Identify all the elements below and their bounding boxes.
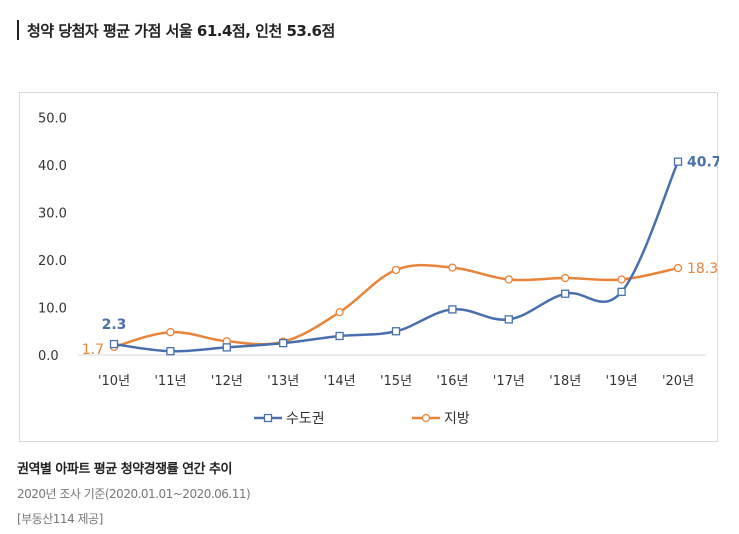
legend-label: 지방 — [444, 411, 470, 427]
data-point-capital — [222, 343, 231, 352]
data-point-capital — [166, 347, 175, 356]
data-point-regional — [561, 273, 570, 283]
y-tick-label: 40.0 — [38, 159, 67, 174]
headline-text: 청약 당첨자 평균 가점 서울 61.4점, 인천 53.6점 — [27, 21, 335, 40]
data-point-regional — [448, 263, 457, 272]
x-tick-label: '12년 — [211, 374, 243, 389]
data-point-regional — [335, 308, 344, 317]
data-label: 40.7 — [687, 155, 719, 171]
data-label: 18.3 — [687, 261, 718, 277]
data-point-capital — [109, 339, 119, 349]
x-tick-label: '14년 — [324, 374, 356, 389]
x-tick-label: '15년 — [380, 374, 412, 389]
y-tick-label: 20.0 — [38, 254, 67, 269]
data-point-capital — [617, 287, 626, 296]
data-point-capital — [561, 289, 570, 298]
caption-period: 2020년 조사 기준(2020.01.01~2020.06.11) — [17, 487, 251, 501]
data-point-capital — [279, 338, 288, 348]
y-tick-label: 10.0 — [38, 302, 67, 317]
data-label: 2.3 — [102, 317, 127, 333]
chart-container: 0.0 10.0 20.0 30.0 40.0 50.0 '10년 '11년 '12년 '13년 '… — [19, 92, 719, 442]
x-tick-label: '20년 — [662, 374, 694, 389]
data-point-capital — [673, 157, 683, 166]
caption-title: 권역별 아파트 평균 청약경쟁률 연간 추이 — [17, 462, 232, 477]
x-tick-label: '18년 — [549, 374, 581, 389]
x-tick-label: '19년 — [606, 374, 638, 389]
headline: 청약 당첨자 평균 가점 서울 61.4점, 인천 53.6점 — [17, 19, 335, 41]
data-point-capital — [504, 315, 513, 324]
data-point-regional — [673, 263, 683, 273]
line-chart: 0.0 10.0 20.0 30.0 40.0 50.0 '10년 '11년 '12년 '13년 '… — [38, 112, 719, 428]
x-tick-label: '11년 — [154, 374, 186, 389]
y-tick-label: 50.0 — [38, 112, 67, 127]
x-tick-label: '17년 — [493, 374, 525, 389]
data-point-capital — [391, 327, 401, 336]
legend-marker — [421, 413, 431, 423]
legend-marker — [263, 413, 273, 423]
x-tick-label: '10년 — [98, 374, 130, 389]
data-point-regional — [166, 328, 175, 337]
data-label: 1.7 — [82, 342, 104, 358]
data-point-capital — [335, 331, 344, 341]
caption: 권역별 아파트 평균 청약경쟁률 연간 추이 2020년 조사 기준(2020.… — [17, 458, 251, 527]
caption-source: [부동산114 제공] — [17, 512, 103, 526]
legend-label: 수도권 — [286, 411, 325, 427]
data-point-regional — [617, 275, 626, 284]
series-line-capital — [113, 161, 680, 353]
data-point-capital — [448, 305, 457, 314]
data-point-regional — [504, 275, 513, 284]
y-tick-label: 30.0 — [38, 207, 67, 222]
x-tick-label: '16년 — [436, 374, 468, 389]
x-tick-label: '13년 — [267, 374, 299, 389]
data-point-regional — [391, 265, 401, 275]
y-tick-label: 0.0 — [38, 349, 59, 364]
headline-bar — [17, 20, 19, 40]
